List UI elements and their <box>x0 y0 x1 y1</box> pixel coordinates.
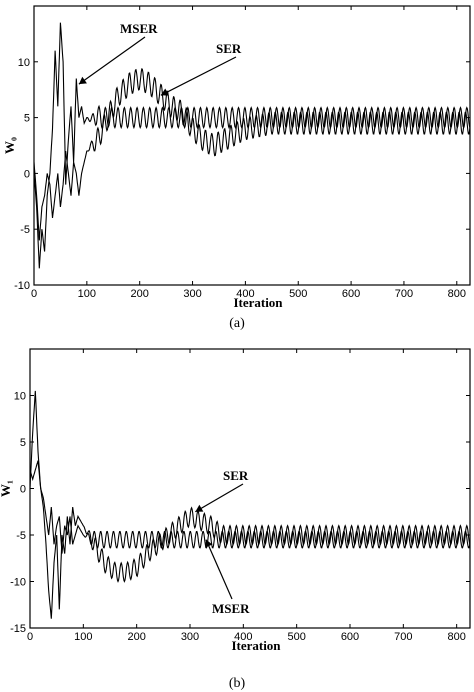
annotation-arrow <box>160 56 237 96</box>
plot-frame <box>29 348 471 629</box>
y-tick-label: 0 <box>24 168 30 180</box>
x-tick-label: 200 <box>127 631 145 643</box>
x-tick-label: 700 <box>395 288 413 300</box>
y-tick-label: 5 <box>20 437 26 449</box>
annotation-arrow <box>195 483 244 513</box>
annotation-label: MSER <box>212 601 250 616</box>
annotation-arrow <box>205 539 233 600</box>
annotation-arrowhead <box>160 88 169 96</box>
x-tick-label: 700 <box>394 631 412 643</box>
x-axis-label: Iteration <box>233 295 283 310</box>
annotation-arrow <box>78 36 146 85</box>
annotation-arrowhead <box>78 76 87 85</box>
series-line-ser <box>34 68 470 241</box>
x-tick-label: 400 <box>234 631 252 643</box>
y-axis-label: W₀ <box>2 137 17 154</box>
chart-panel-b: 0 100 200 300 400 500 600 700 800 -15 -10 -5 0 5 10 Ite… <box>0 348 471 691</box>
x-tick-label: 0 <box>31 288 37 300</box>
x-tick-label: 500 <box>287 631 305 643</box>
y-tick-label: -10 <box>10 577 26 589</box>
annotation-label: SER <box>216 41 242 56</box>
x-tick-label: 800 <box>447 631 465 643</box>
x-tick-label: 300 <box>181 631 199 643</box>
y-tick-label: 0 <box>20 484 26 496</box>
x-tick-label: 400 <box>236 288 254 300</box>
y-tick-label: -5 <box>20 224 30 236</box>
series-line-mser <box>34 22 470 269</box>
x-tick-label: 100 <box>74 631 92 643</box>
annotation-arrowhead <box>205 539 213 548</box>
plot-frame <box>33 5 471 286</box>
y-tick-label: 10 <box>18 57 30 69</box>
series-line-mser <box>30 460 470 554</box>
series-line-ser <box>30 390 470 619</box>
x-tick-label: 600 <box>341 631 359 643</box>
annotation-label: MSER <box>120 21 158 36</box>
annotation-arrowhead <box>195 504 204 512</box>
x-tick-label: 200 <box>131 288 149 300</box>
y-tick-label: -5 <box>16 530 26 542</box>
y-tick-label: -10 <box>14 280 30 292</box>
x-tick-label: 300 <box>183 288 201 300</box>
panel-caption: (a) <box>229 316 245 331</box>
y-tick-label: 5 <box>24 113 30 125</box>
annotation-label: SER <box>223 468 249 483</box>
x-tick-label: 100 <box>78 288 96 300</box>
x-tick-label: 500 <box>289 288 307 300</box>
x-tick-label: 0 <box>27 631 33 643</box>
y-tick-label: -15 <box>10 623 26 635</box>
y-axis-label: W₁ <box>0 480 13 497</box>
x-tick-label: 800 <box>448 288 466 300</box>
x-tick-label: 600 <box>342 288 360 300</box>
chart-panel-a: 0 100 200 300 400 500 600 700 800 -10 -5 0 5 10 Iterat… <box>2 5 471 331</box>
y-tick-label: 10 <box>14 391 26 403</box>
x-axis-label: Iteration <box>231 638 281 653</box>
panel-caption: (b) <box>229 676 246 691</box>
